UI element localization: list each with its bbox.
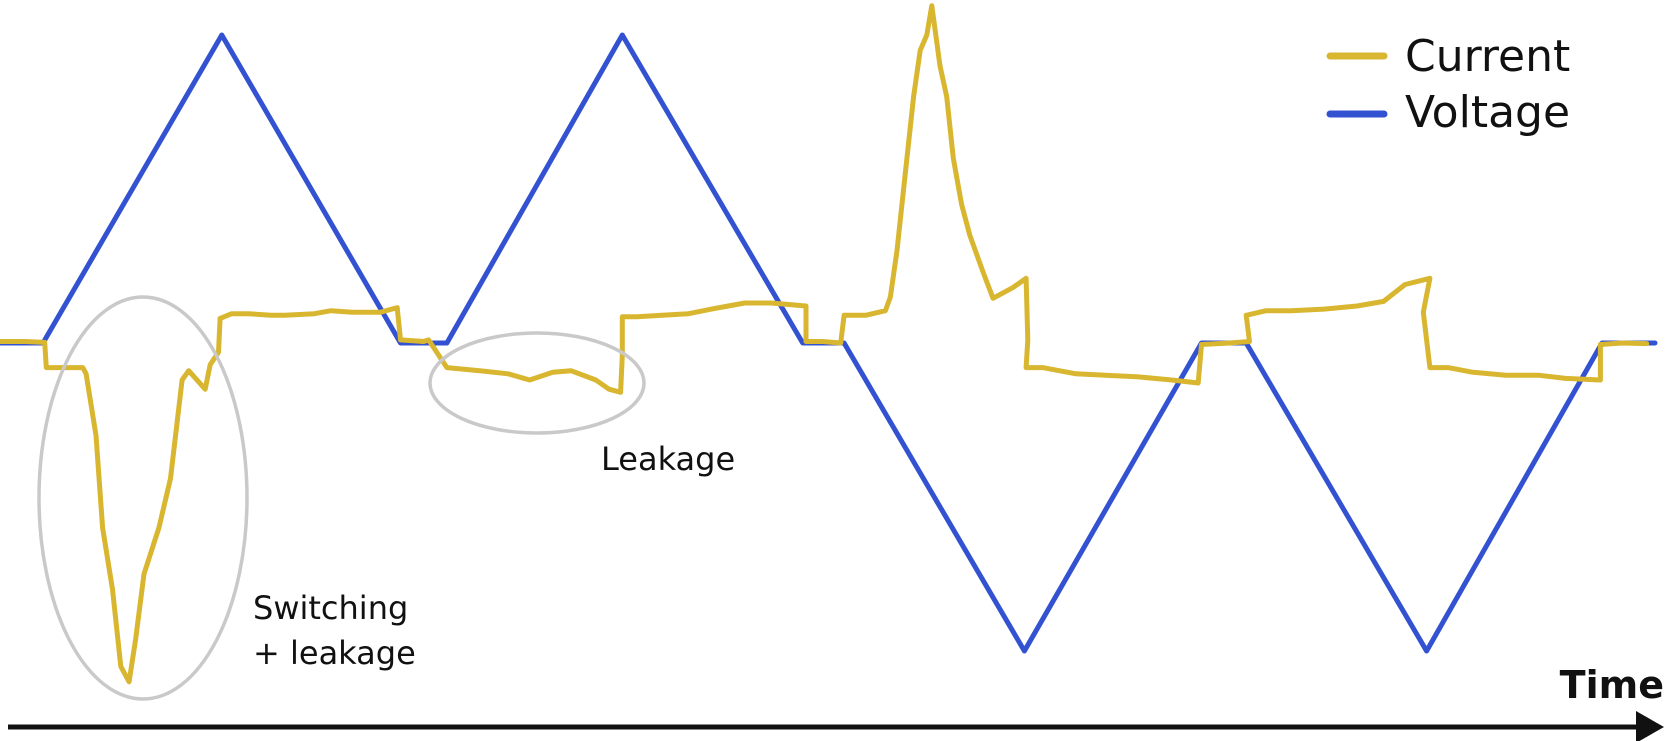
switching-leakage-highlight	[37, 295, 249, 701]
plot-area	[0, 3, 1658, 685]
annotation-switching-line-1: Switching	[253, 589, 408, 627]
x-axis: Time	[8, 663, 1664, 741]
x-axis-arrowhead	[1636, 711, 1664, 741]
annotation-leakage: Leakage	[601, 440, 735, 478]
legend: Current Voltage	[1326, 31, 1570, 138]
legend-label-current: Current	[1405, 31, 1570, 82]
legend-label-voltage: Voltage	[1405, 87, 1570, 138]
annotations: Switching + leakage Leakage	[37, 295, 735, 701]
x-axis-label: Time	[1560, 663, 1664, 707]
series-line-current	[0, 3, 1650, 685]
annotation-switching-line-2: + leakage	[253, 634, 416, 672]
leakage-highlight	[428, 331, 646, 435]
